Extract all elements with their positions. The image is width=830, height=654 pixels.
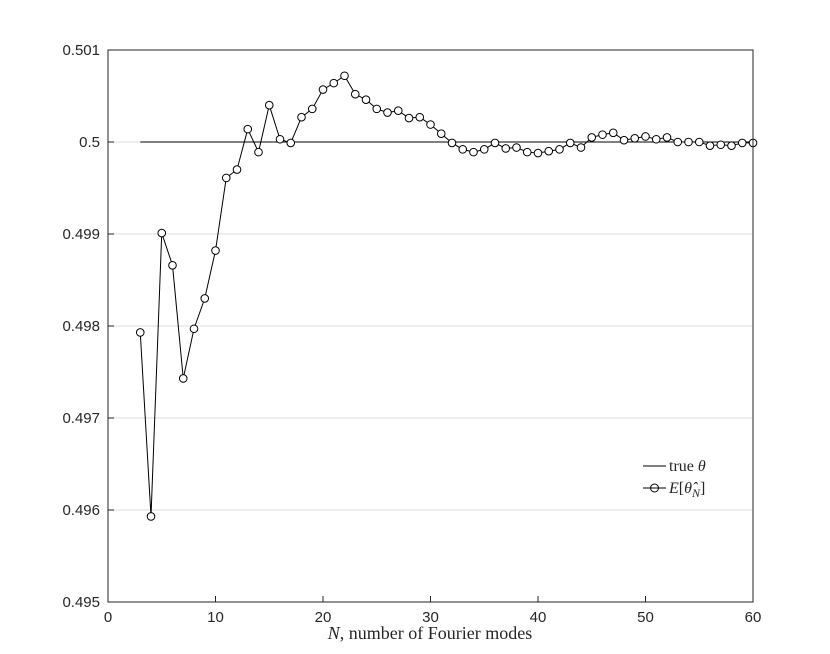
y-tick-label: 0.496 [62, 502, 100, 519]
data-point [522, 147, 532, 157]
data-point [533, 148, 543, 158]
data-point [716, 140, 726, 150]
data-point [469, 147, 478, 157]
data-point [565, 138, 575, 148]
data-point [447, 138, 457, 148]
x-tick-label: 10 [207, 609, 224, 626]
data-point [340, 71, 349, 81]
data-point [393, 106, 403, 116]
data-point [275, 134, 285, 144]
data-point [168, 260, 177, 270]
data-point [200, 294, 210, 303]
data-point [662, 133, 672, 142]
data-point [178, 374, 188, 383]
data-point [501, 144, 511, 153]
legend-expectation-marker [650, 483, 659, 493]
x-tick-label: 20 [315, 609, 332, 626]
data-point [630, 134, 640, 143]
x-tick-label: 30 [422, 609, 439, 626]
data-point [404, 113, 414, 123]
data-point [705, 141, 715, 150]
data-point [576, 143, 586, 152]
data-point [383, 108, 392, 117]
data-point [350, 89, 360, 99]
data-point [737, 138, 747, 148]
y-tick-label: 0.495 [62, 594, 100, 611]
tick-layer: 0.495 0.496 0.497 0.498 0.499 0.5 0.501 0 10 20 30… [62, 42, 761, 626]
data-point [598, 130, 607, 139]
data-point [254, 147, 263, 157]
data-point [264, 100, 274, 110]
legend: true θ E[θ̂N] [636, 446, 748, 502]
data-point [361, 95, 371, 104]
x-tick-label: 60 [745, 609, 762, 626]
data-point [135, 328, 145, 337]
data-point [436, 129, 446, 139]
y-tick-label: 0.501 [62, 42, 100, 59]
x-tick-label: 40 [530, 609, 547, 626]
data-point [297, 112, 306, 122]
data-point [189, 324, 199, 334]
x-tick-label: 50 [637, 609, 654, 626]
data-point [232, 165, 242, 174]
x-axis-label: N, number of Fourier modes [327, 623, 532, 643]
data-point [490, 138, 500, 148]
data-point [146, 512, 156, 521]
data-point [243, 124, 253, 134]
y-tick-label: 0.498 [62, 318, 100, 335]
data-point [727, 141, 736, 150]
data-point [329, 78, 339, 88]
data-point [211, 246, 220, 255]
data-point [458, 145, 468, 154]
data-point [157, 228, 167, 238]
data-point [608, 128, 618, 138]
data-point [426, 120, 435, 129]
y-tick-label: 0.497 [62, 410, 100, 427]
data-point [512, 143, 521, 152]
expectation-series-line [139, 75, 753, 517]
data-point [673, 137, 683, 147]
data-point [684, 137, 693, 147]
data-point [544, 146, 554, 156]
data-point [587, 133, 597, 142]
data-point [641, 132, 650, 141]
data-point [651, 134, 661, 144]
data-point [479, 145, 489, 154]
data-point [372, 104, 382, 114]
data-point [221, 173, 231, 183]
data-point [415, 112, 425, 122]
x-tick-label: 0 [104, 609, 112, 626]
legend-true-theta-label: true θ [669, 458, 706, 475]
legend-box [636, 446, 748, 502]
data-point [307, 104, 317, 114]
data-point [694, 137, 704, 147]
data-point [619, 135, 629, 145]
data-point [318, 85, 328, 94]
y-tick-label: 0.499 [62, 226, 100, 243]
grid-lines [108, 141, 753, 511]
y-tick-label: 0.5 [79, 134, 100, 151]
data-point [286, 138, 296, 148]
series-layer [135, 71, 758, 521]
data-point [555, 145, 564, 154]
